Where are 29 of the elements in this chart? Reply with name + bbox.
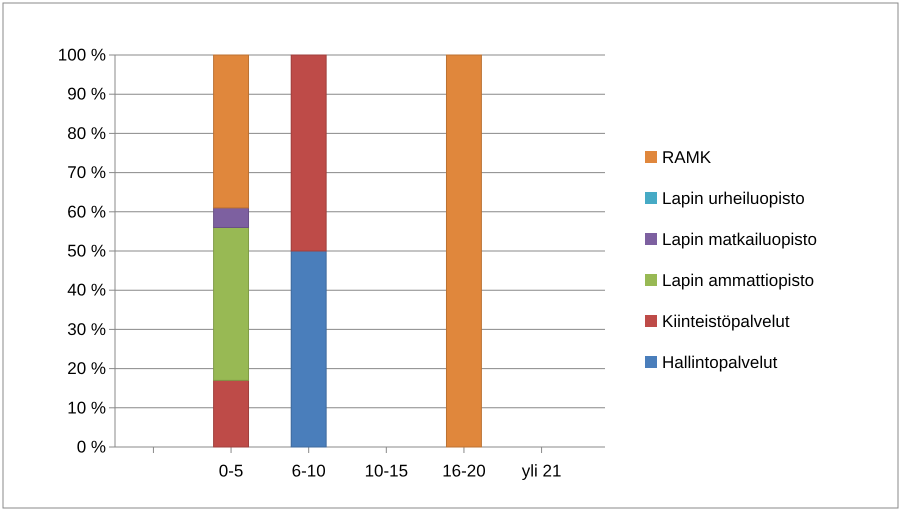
bar [213, 380, 250, 448]
legend-label: Kiinteistöpalvelut [662, 312, 790, 331]
y-tick-label: 0 % [76, 437, 106, 456]
bar [213, 226, 250, 381]
legend-label: Lapin urheiluopisto [662, 189, 805, 208]
x-tick-label: 6-10 [292, 461, 326, 480]
legend-label: Hallintopalvelut [662, 353, 778, 372]
bar [213, 207, 250, 228]
y-tick-label: 10 % [67, 398, 106, 418]
legend-label: Lapin ammattiopisto [662, 271, 814, 290]
x-tick-label: 16-20 [442, 461, 486, 480]
bar [290, 54, 327, 252]
y-tick-label: 80 % [67, 124, 106, 143]
y-tick-label: 40 % [67, 280, 106, 300]
legend-label: Lapin matkailuopisto [662, 230, 817, 249]
bar [446, 54, 482, 448]
x-tick-label: 0-5 [218, 461, 244, 480]
legend-label: RAMK [662, 148, 712, 167]
y-tick-label: 90 % [67, 84, 106, 104]
y-tick-label: 20 % [67, 359, 106, 378]
y-tick-label: 30 % [67, 320, 106, 339]
x-tick-label: yli 21 [522, 461, 562, 480]
y-tick-label: 50 % [67, 241, 106, 260]
y-tick-label: 100 % [58, 45, 106, 64]
x-tick-label: 10-15 [364, 461, 408, 480]
bar [213, 54, 250, 208]
y-tick-label: 70 % [67, 163, 106, 182]
y-tick-label: 60 % [67, 202, 106, 222]
bar [290, 250, 327, 448]
